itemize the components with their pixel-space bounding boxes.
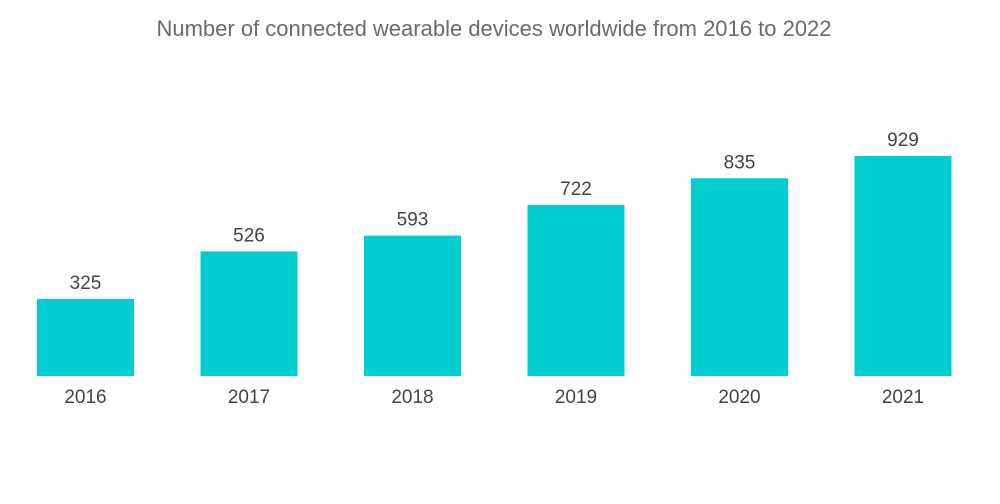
bar-2020 xyxy=(691,178,788,376)
bar-2016 xyxy=(37,299,134,376)
data-label: 593 xyxy=(397,210,429,231)
data-label: 835 xyxy=(724,152,756,173)
bar-2018 xyxy=(364,235,461,376)
bar-2021 xyxy=(854,156,952,376)
data-label: 722 xyxy=(560,179,592,200)
data-label: 325 xyxy=(70,273,102,294)
chart-title: Number of connected wearable devices wor… xyxy=(156,16,832,41)
data-label: 526 xyxy=(233,225,265,246)
bar-2019 xyxy=(527,205,625,376)
x-tick-label: 2020 xyxy=(718,387,760,408)
x-tick-label: 2016 xyxy=(64,387,106,408)
x-tick-label: 2019 xyxy=(555,387,597,408)
x-tick-label: 2018 xyxy=(391,387,433,408)
x-tick-label: 2017 xyxy=(228,387,270,408)
data-label: 929 xyxy=(887,130,919,151)
bar-2017 xyxy=(200,251,298,376)
x-tick-label: 2021 xyxy=(882,387,924,408)
